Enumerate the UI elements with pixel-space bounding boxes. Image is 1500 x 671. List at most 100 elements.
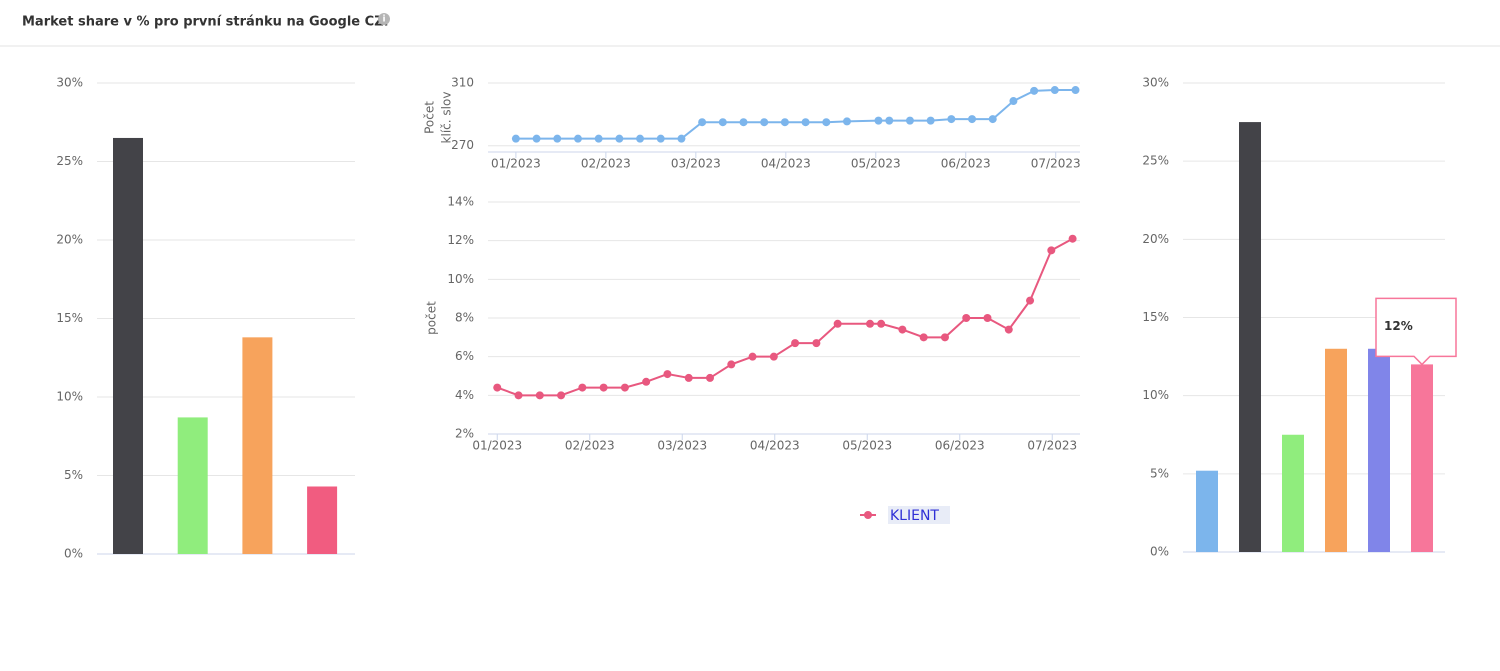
y-axis-label: klíč. slov	[440, 92, 454, 144]
y-tick-label: 25%	[1142, 154, 1169, 168]
y-tick-label: 12%	[447, 233, 474, 247]
bar	[307, 486, 338, 554]
point	[812, 339, 821, 348]
y-tick-label: 0%	[1150, 545, 1169, 559]
y-tick-label: 5%	[64, 468, 83, 482]
point	[578, 383, 587, 392]
point	[833, 319, 842, 328]
y-tick-label: 0%	[64, 547, 83, 561]
point	[801, 118, 810, 127]
point	[663, 370, 672, 379]
point	[718, 118, 727, 127]
x-tick-label: 07/2023	[1027, 439, 1077, 453]
point	[1047, 246, 1056, 255]
point	[636, 134, 645, 143]
y-tick-label: 10%	[1142, 388, 1169, 402]
tooltip-label: 12%	[1384, 319, 1413, 333]
point	[493, 383, 502, 392]
point	[926, 116, 935, 125]
x-tick-label: 02/2023	[565, 439, 615, 453]
point	[983, 314, 992, 322]
point	[511, 134, 520, 143]
point	[706, 373, 714, 382]
point	[594, 134, 603, 143]
y-tick-label: 20%	[56, 233, 83, 247]
bar	[1368, 348, 1390, 552]
tooltip-box	[1375, 297, 1457, 366]
y-tick-label: 5%	[1150, 466, 1169, 480]
point	[748, 352, 757, 361]
y-tick-label: 30%	[56, 76, 83, 90]
point	[532, 134, 541, 143]
point	[684, 373, 693, 382]
point	[573, 134, 582, 143]
point	[1004, 325, 1013, 334]
info-icon[interactable]	[378, 13, 390, 25]
y-tick-label: 6%	[455, 349, 474, 363]
legend-label[interactable]: KLIENT	[890, 508, 939, 524]
y-tick-label: 8%	[455, 311, 474, 325]
point	[842, 117, 851, 126]
x-tick-label: 06/2023	[941, 157, 991, 171]
y-tick-label: 2%	[455, 427, 474, 441]
y-axis-label: počet	[425, 301, 439, 335]
point	[962, 314, 971, 322]
point	[919, 333, 928, 342]
bar	[177, 417, 208, 554]
point	[599, 383, 608, 392]
tooltip: 12%	[1375, 297, 1457, 366]
point	[620, 383, 629, 392]
point	[1030, 86, 1039, 95]
y-tick-label: 310	[451, 76, 474, 90]
x-tick-label: 01/2023	[472, 439, 522, 453]
y-tick-label: 270	[451, 138, 474, 152]
legend-marker	[864, 511, 872, 519]
line	[496, 237, 1074, 397]
point	[769, 352, 778, 361]
point	[677, 134, 686, 143]
point	[1068, 234, 1077, 243]
point	[947, 115, 956, 124]
y-tick-label: 14%	[447, 195, 474, 209]
point	[514, 391, 523, 400]
point	[780, 118, 789, 127]
point	[615, 134, 624, 143]
bar	[242, 337, 273, 554]
point	[1071, 86, 1080, 95]
bar	[1325, 348, 1347, 552]
y-tick-label: 10%	[447, 272, 474, 286]
x-tick-label: 04/2023	[761, 157, 811, 171]
y-tick-label: 4%	[455, 388, 474, 402]
bar	[1239, 122, 1261, 552]
point	[905, 116, 914, 125]
point	[874, 116, 883, 125]
point	[898, 325, 907, 334]
x-tick-label: 01/2023	[491, 157, 541, 171]
x-tick-label: 05/2023	[851, 157, 901, 171]
bar	[113, 137, 143, 554]
point	[642, 377, 651, 386]
y-tick-label: 25%	[56, 154, 83, 168]
point	[760, 118, 769, 127]
point	[727, 360, 736, 369]
point	[1026, 296, 1035, 305]
point	[940, 333, 949, 342]
x-tick-label: 03/2023	[657, 439, 707, 453]
x-tick-label: 04/2023	[750, 439, 800, 453]
line	[515, 89, 1076, 140]
bar	[1196, 470, 1218, 552]
point	[535, 391, 544, 400]
point	[968, 115, 977, 124]
info-icon-glyph: i	[382, 15, 385, 25]
x-tick-label: 07/2023	[1031, 157, 1081, 171]
point	[1009, 97, 1018, 106]
x-tick-label: 06/2023	[935, 439, 985, 453]
x-tick-label: 05/2023	[842, 439, 892, 453]
bar	[1282, 434, 1304, 552]
point	[885, 116, 894, 125]
point	[698, 118, 707, 127]
x-tick-label: 02/2023	[581, 157, 631, 171]
point	[656, 134, 665, 143]
panel-title: Market share v % pro první stránku na Go…	[22, 15, 389, 30]
